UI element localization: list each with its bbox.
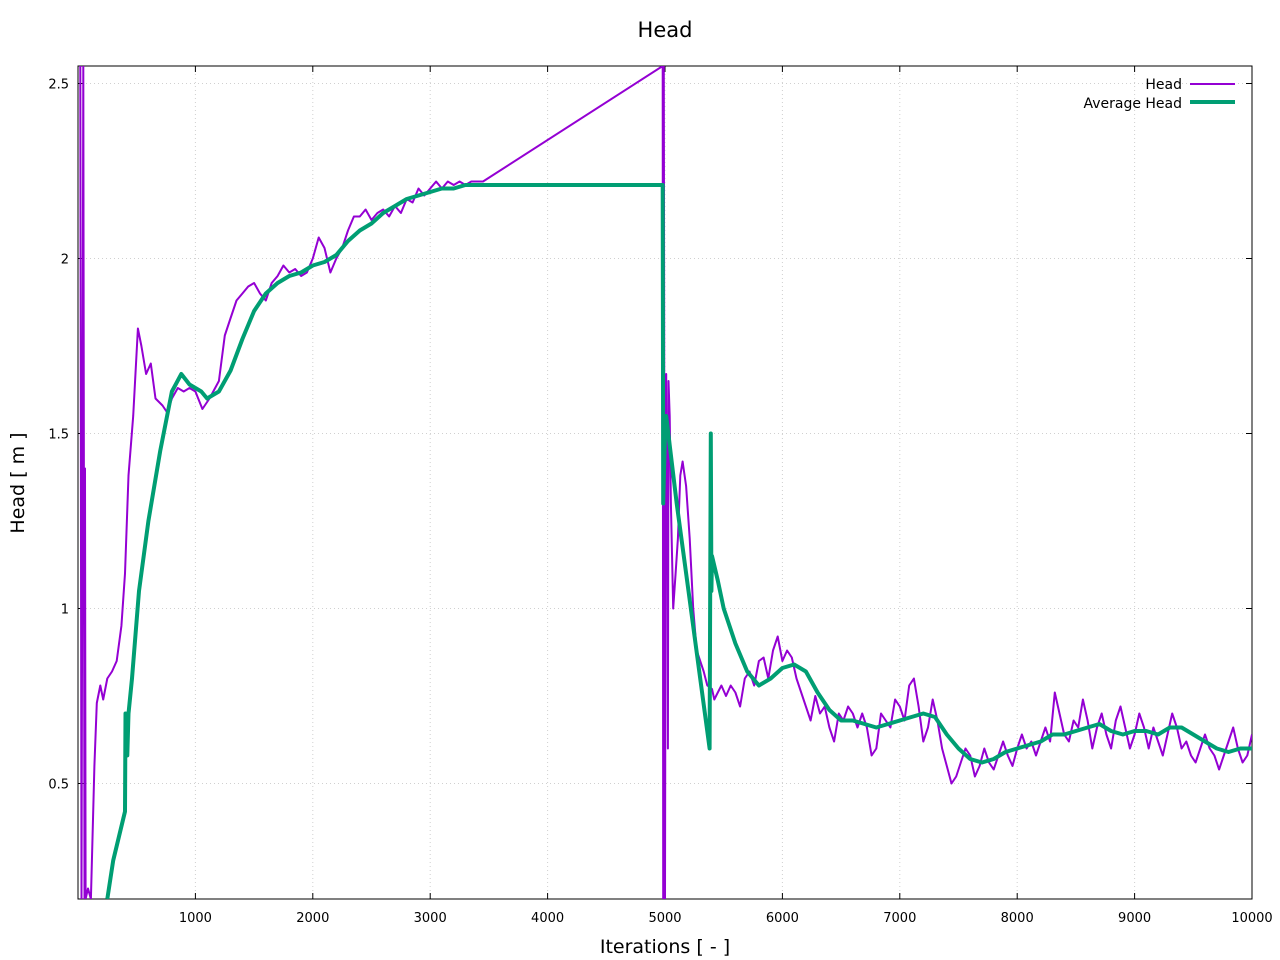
- y-axis-title: Head [ m ]: [7, 432, 29, 533]
- x-tick-label: 2000: [296, 911, 329, 926]
- y-tick-label: 1.5: [48, 428, 69, 443]
- x-tick-label: 8000: [1001, 911, 1034, 926]
- chart-title: Head: [638, 18, 693, 42]
- legend-label-head: Head: [1145, 77, 1182, 93]
- x-tick-label: 1000: [179, 911, 212, 926]
- y-tick-label: 2.5: [48, 78, 69, 93]
- x-tick-label: 3000: [414, 911, 447, 926]
- x-tick-label: 6000: [766, 911, 799, 926]
- x-tick-labels: 1000 2000 3000 4000 5000 6000 7000 8000 9000 1000…: [179, 911, 1273, 926]
- legend: Head Average Head: [1083, 77, 1235, 112]
- x-tick-label: 4000: [531, 911, 564, 926]
- x-tick-label: 9000: [1118, 911, 1151, 926]
- x-tick-label: 5000: [648, 911, 681, 926]
- x-tick-label: 7000: [883, 911, 916, 926]
- y-tick-labels: 0.5 1 1.5 2 2.5: [48, 78, 69, 793]
- y-tick-label: 0.5: [48, 778, 69, 793]
- series-average-head-line: [105, 183, 1252, 899]
- legend-label-average-head: Average Head: [1083, 96, 1182, 112]
- plot-area: [79, 66, 1252, 899]
- x-axis-title: Iterations [ - ]: [600, 936, 730, 958]
- x-tick-label: 10000: [1231, 911, 1272, 926]
- series-head-line: [79, 66, 1252, 899]
- y-tick-label: 2: [61, 253, 69, 268]
- y-tick-label: 1: [61, 603, 69, 618]
